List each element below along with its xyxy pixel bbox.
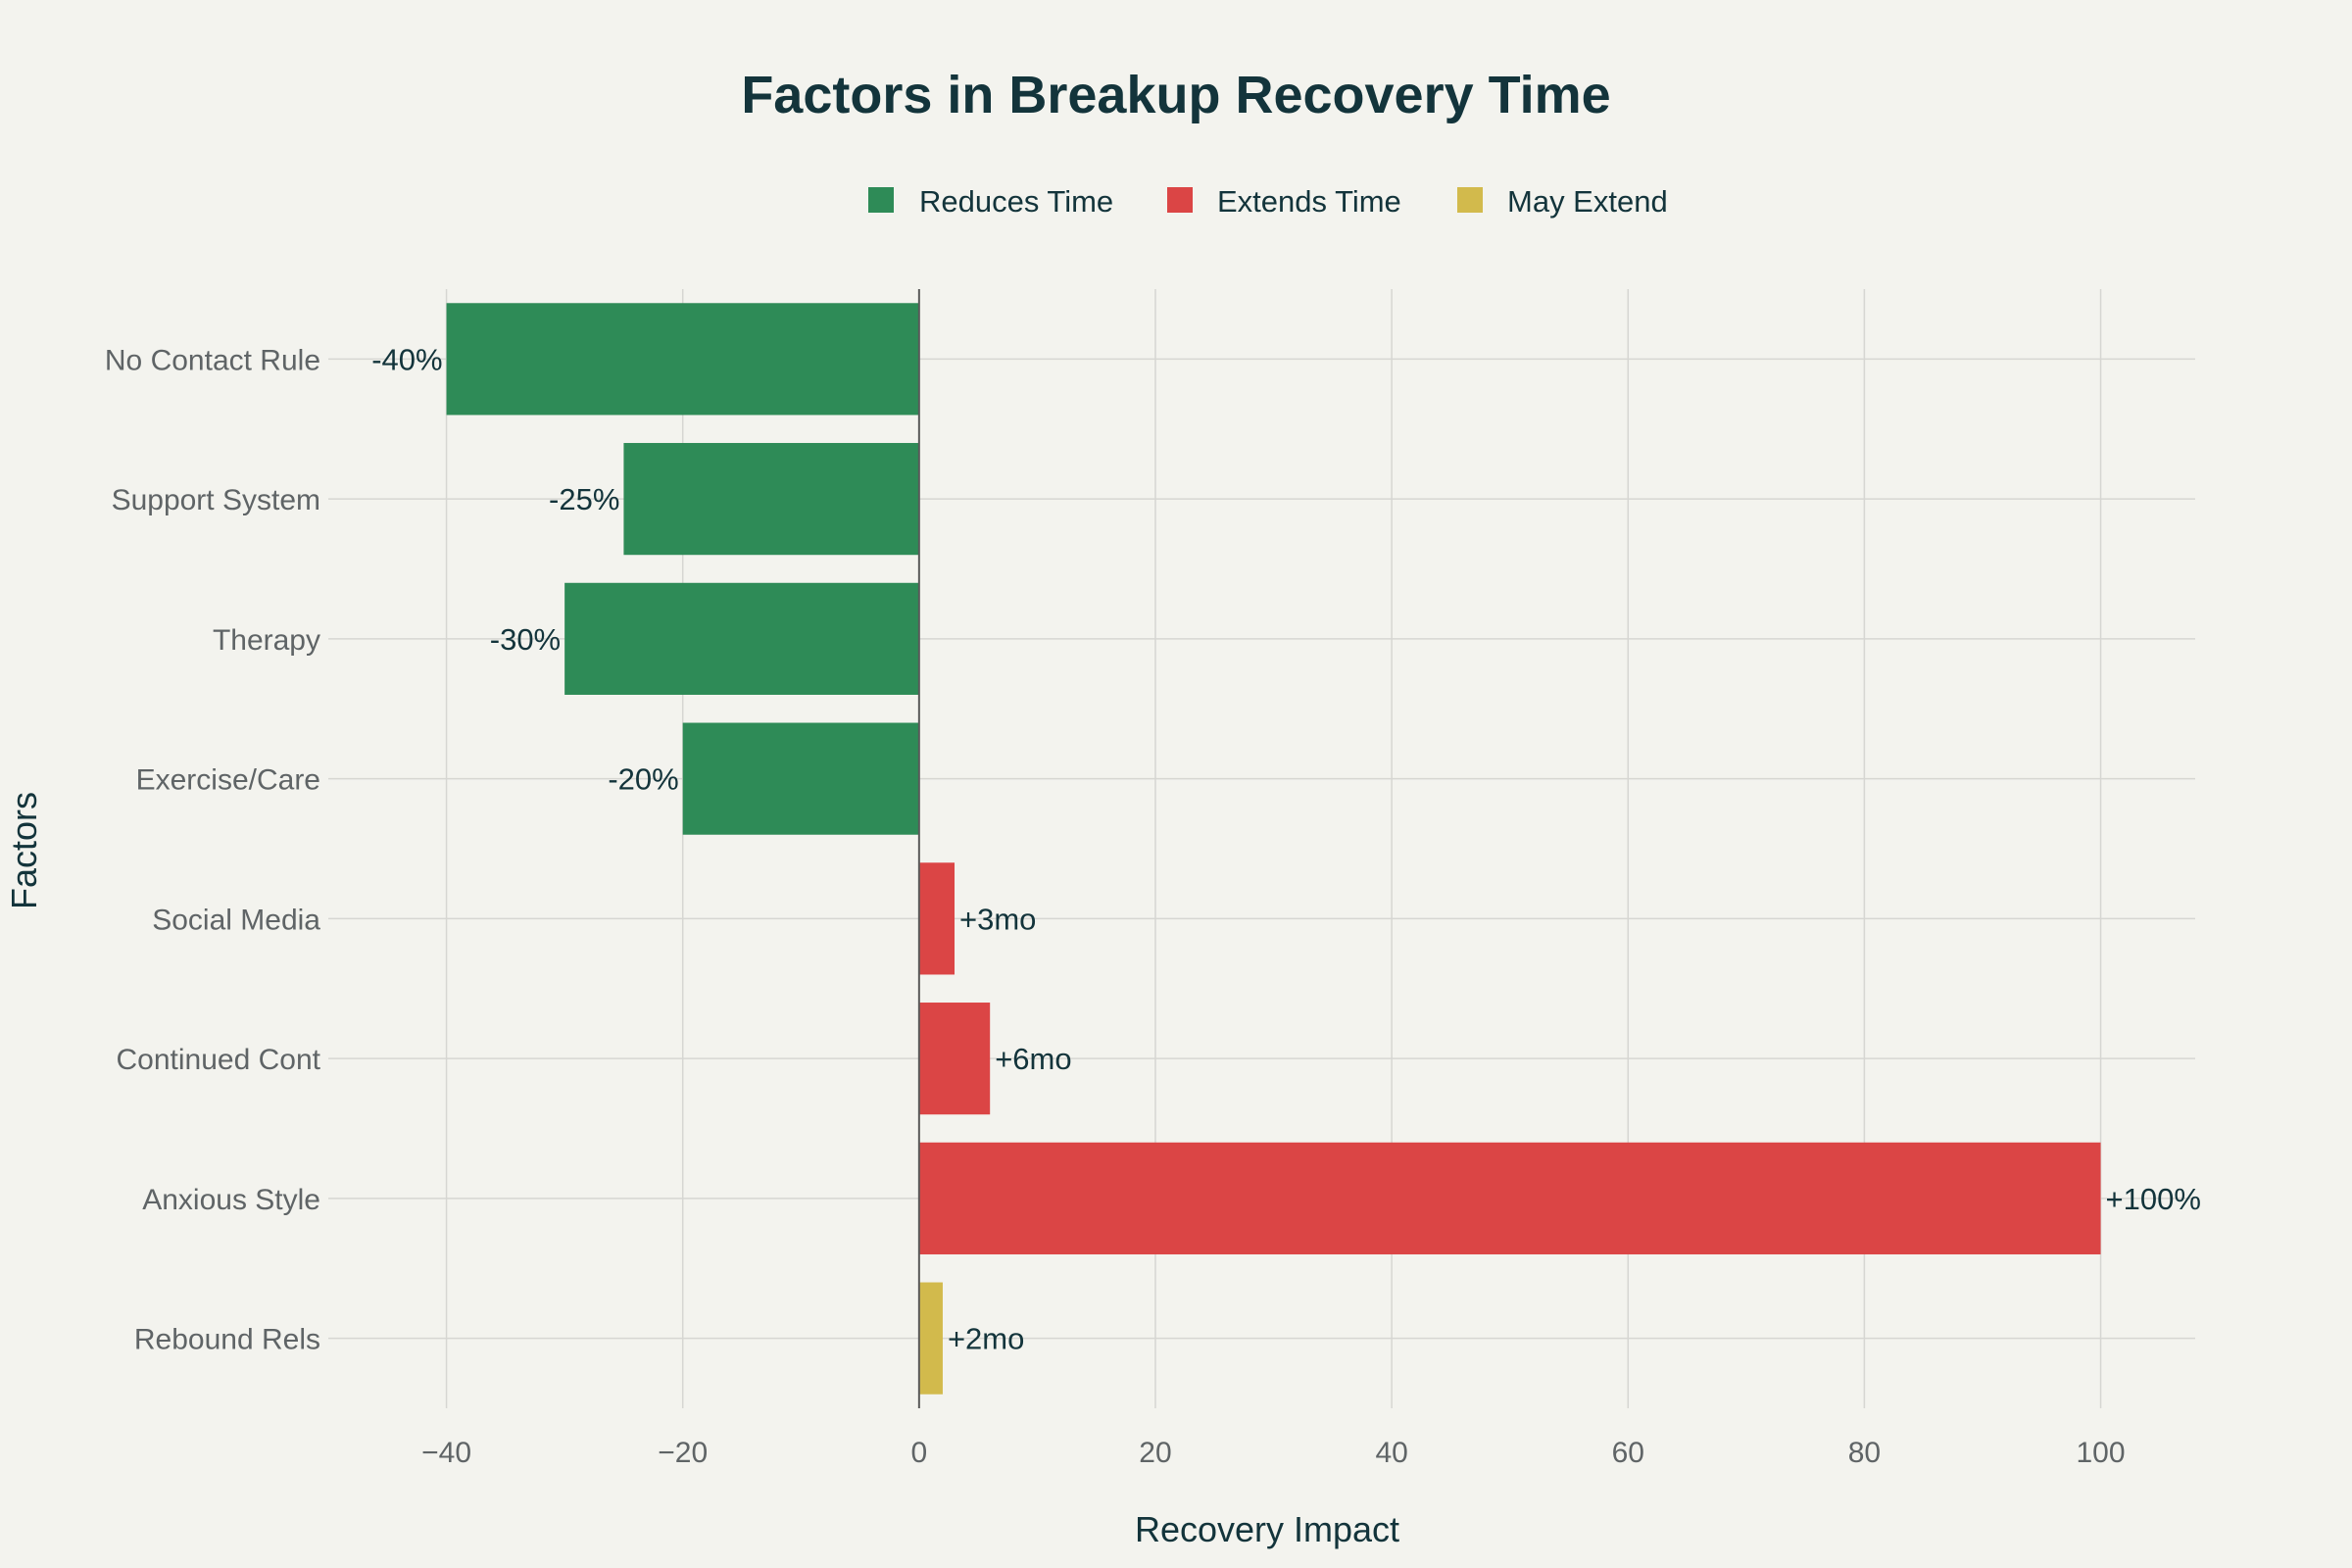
data-label: -30%: [490, 622, 561, 657]
data-label: -40%: [371, 342, 442, 376]
legend-swatch-extends: [1167, 187, 1193, 213]
y-tick-label: Anxious Style: [142, 1184, 320, 1216]
x-tick-label: 40: [1375, 1437, 1407, 1469]
chart-title: Factors in Breakup Recovery Time: [741, 66, 1610, 124]
y-tick-label: Social Media: [152, 904, 320, 936]
y-tick-label: Exercise/Care: [136, 764, 320, 797]
data-label: +100%: [2106, 1182, 2201, 1216]
legend-label-extends: Extends Time: [1217, 184, 1401, 219]
legend-swatch-may-extend: [1457, 187, 1483, 213]
x-tick-label: 100: [2077, 1437, 2126, 1469]
y-tick-label: Therapy: [213, 624, 320, 657]
legend-label-reduces: Reduces Time: [919, 184, 1113, 219]
data-label: +6mo: [995, 1042, 1071, 1076]
data-label: +3mo: [959, 902, 1036, 936]
bar: [623, 443, 919, 556]
y-axis-title: Factors: [4, 792, 44, 909]
y-tick-label: Rebound Rels: [134, 1324, 320, 1356]
data-label: +2mo: [948, 1322, 1024, 1356]
x-tick-label: 60: [1612, 1437, 1644, 1469]
bar: [446, 303, 919, 416]
y-tick-label: Support System: [112, 484, 320, 516]
data-label: -25%: [549, 482, 619, 516]
x-tick-label: 80: [1848, 1437, 1881, 1469]
bar: [682, 722, 919, 835]
bar: [918, 1003, 991, 1115]
x-tick-label: 20: [1139, 1437, 1171, 1469]
x-axis-title: Recovery Impact: [1135, 1509, 1399, 1549]
bar: [918, 862, 956, 975]
data-label: -20%: [608, 762, 678, 797]
y-tick-label: Continued Cont: [117, 1044, 321, 1076]
y-tick-label: No Contact Rule: [105, 344, 320, 376]
bar: [918, 1282, 943, 1395]
x-tick-label: −40: [421, 1437, 471, 1469]
legend-label-may-extend: May Extend: [1507, 184, 1668, 219]
x-tick-label: −20: [658, 1437, 708, 1469]
bar: [564, 582, 919, 695]
legend-swatch-reduces: [868, 187, 894, 213]
legend: Reduces Time Extends Time May Extend: [868, 184, 1668, 219]
x-tick-label: 0: [911, 1437, 928, 1469]
bar: [918, 1142, 2101, 1254]
plot-area: −40 −20 0 20 40 60 80 100 No Contact Rule Support…: [105, 289, 2201, 1469]
